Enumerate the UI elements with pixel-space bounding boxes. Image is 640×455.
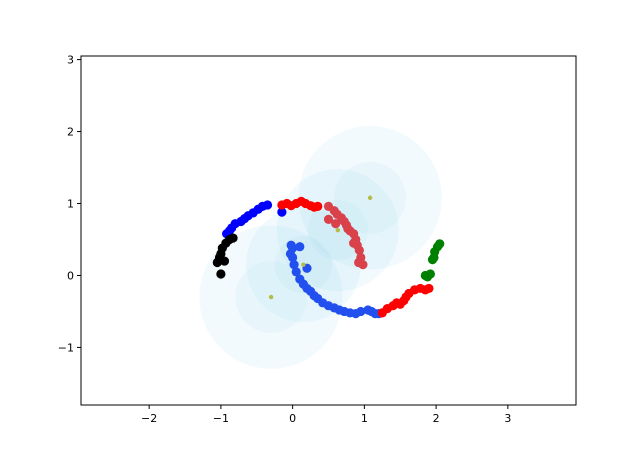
x-tick-label: −2 — [141, 412, 157, 425]
x-tick-label: 3 — [504, 412, 511, 425]
axes: −2 −1 0 1 2 3 −1 0 1 2 3 — [58, 54, 577, 425]
y-tick-label: 2 — [67, 126, 74, 139]
cluster-center — [367, 195, 373, 200]
data-point — [356, 306, 366, 317]
x-tick-label: −1 — [213, 412, 229, 425]
data-point — [228, 233, 238, 243]
cluster-centers — [268, 195, 373, 300]
data-point — [358, 260, 368, 270]
data-point — [424, 283, 434, 294]
cluster-circles — [199, 126, 442, 369]
data-point — [289, 260, 299, 270]
data-point — [382, 303, 392, 314]
data-point — [277, 207, 287, 217]
x-tick-label: 2 — [433, 412, 440, 425]
data-point — [323, 214, 334, 224]
data-point — [295, 242, 305, 252]
data-point — [219, 256, 230, 266]
y-tick-label: 0 — [67, 269, 74, 282]
data-point — [435, 239, 445, 249]
cluster-center — [268, 294, 274, 300]
data-point — [288, 252, 298, 263]
data-point — [331, 219, 341, 229]
data-point — [313, 201, 323, 211]
data-points — [212, 196, 445, 319]
y-tick-label: 1 — [67, 198, 74, 211]
data-point — [425, 269, 435, 279]
data-point — [262, 200, 273, 210]
plot-frame — [80, 55, 577, 406]
x-tick-label: 1 — [361, 412, 368, 425]
y-tick-label: −1 — [58, 341, 74, 354]
data-point — [354, 245, 364, 255]
y-tick-label: 3 — [67, 54, 74, 67]
x-tick-label: 0 — [289, 412, 296, 425]
cluster-center — [301, 262, 306, 267]
data-point — [216, 269, 226, 279]
cluster-center — [335, 227, 341, 233]
data-point — [291, 267, 301, 277]
